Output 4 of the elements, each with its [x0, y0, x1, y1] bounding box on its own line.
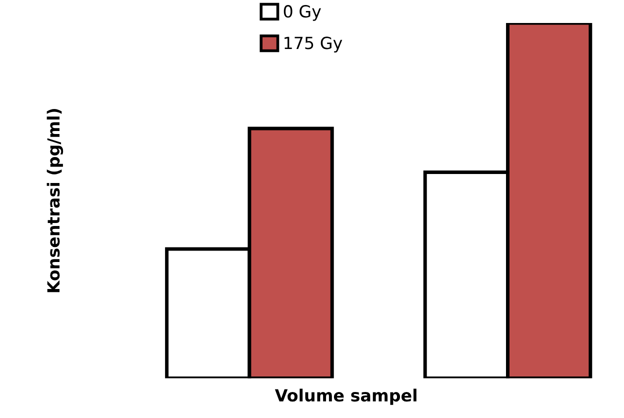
legend-label: 175 Gy: [284, 36, 342, 52]
y-axis-title: Konsentrasi (pg/ml): [46, 108, 64, 292]
x-axis-title: Volume sampel: [274, 388, 416, 405]
legend-label: 0 Gy: [284, 5, 321, 21]
